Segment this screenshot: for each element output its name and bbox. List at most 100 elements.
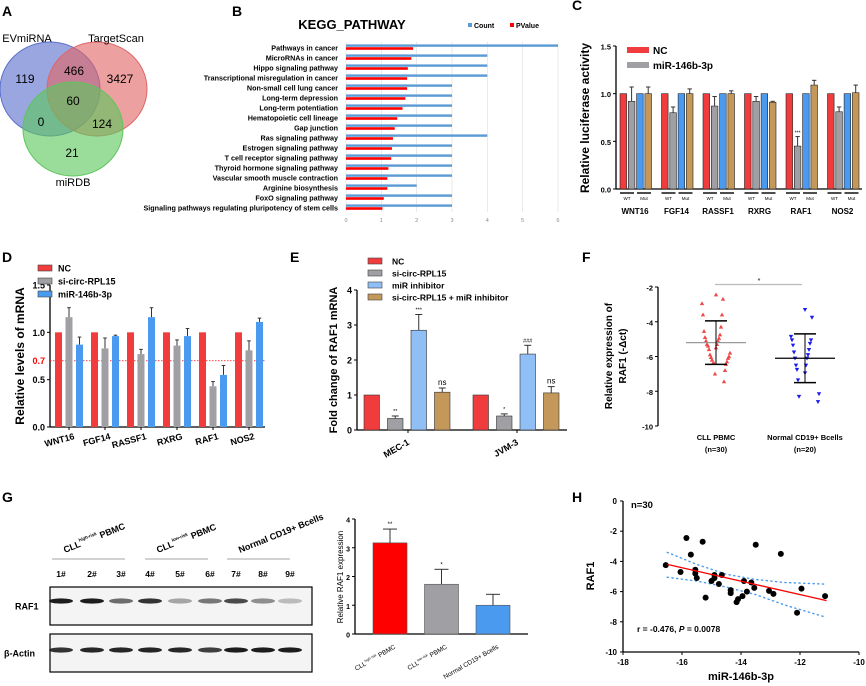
data-point (719, 312, 725, 317)
category-label: FoxO signaling pathway (255, 194, 338, 203)
category-label: Hippo signaling pathway (253, 64, 338, 73)
protein-band (80, 647, 104, 653)
data-point (715, 581, 722, 588)
y-tick-label: 0.5 (32, 375, 45, 385)
lane-label: 6# (205, 569, 215, 579)
pvalue-bar (346, 177, 388, 180)
western-blot: CLLhigh-risk PBMC CLLlow-risk PBMC Normal … (4, 512, 325, 673)
data-point (724, 359, 730, 364)
count-bar (346, 164, 452, 167)
data-point (794, 367, 800, 372)
bar (744, 93, 752, 190)
raf1-expression-dot-plot: -10 -8 -6 -4 -2 Relative expression of RAF1 (-… (604, 278, 843, 454)
y-tick-label: -6 (610, 588, 618, 597)
y-tick-label: 0 (613, 497, 618, 506)
significance-label: *** (416, 308, 423, 314)
bar (387, 418, 404, 431)
y-tick-label: -10 (605, 648, 617, 657)
category-label: Thyroid hormone signaling pathway (215, 164, 338, 173)
stat-p-value: = 0.0078 (685, 624, 721, 634)
legend-swatch (627, 62, 649, 68)
venn-region-count: 21 (65, 146, 79, 160)
subgroup-label: WT (831, 196, 838, 201)
legend-swatch (37, 290, 53, 298)
mrna-bar-chart: 0.0 0.5 1.0 1.5 Relative levels of mRNA 0.7 WN… (13, 264, 265, 450)
count-bar (346, 114, 452, 117)
category-label: T cell receptor signaling pathway (225, 154, 338, 163)
label-superscript: low-risk (416, 653, 428, 663)
bar (245, 350, 253, 427)
count-bar (346, 94, 452, 97)
category-label: Long-term potentiation (259, 104, 338, 113)
data-point (805, 353, 811, 358)
pvalue-bar (346, 87, 408, 90)
bar (137, 354, 145, 427)
y-axis-label: Fold change of RAF1 mRNA (328, 287, 340, 434)
bar (727, 93, 735, 190)
y-tick-label: -2 (646, 284, 653, 293)
y-tick-label: -8 (610, 618, 618, 627)
x-axis-label: miR-146b-3p (708, 671, 774, 683)
subgroup-label: WT (624, 196, 631, 201)
category-label: Gap junction (294, 124, 338, 133)
bar (65, 317, 73, 427)
category-label: Estrogen signaling pathway (243, 144, 338, 153)
pvalue-bar (346, 57, 412, 60)
lane-label: 9# (285, 569, 295, 579)
x-tick-label: 1 (380, 218, 383, 224)
panel-label: E (290, 249, 299, 265)
y-axis-label: RAF1 (-Δct) (618, 329, 629, 384)
bar (793, 145, 802, 190)
data-point (677, 568, 684, 575)
bar (519, 353, 536, 431)
y-tick-label: 3 (347, 321, 352, 331)
x-tick-label: FGF14 (664, 207, 689, 216)
venn-region-count: 124 (92, 117, 112, 131)
data-point (722, 368, 728, 372)
y-tick-label: -2 (610, 527, 618, 536)
bar (619, 93, 627, 190)
x-tick-label: MEC-1 (382, 437, 411, 460)
bar (785, 93, 793, 190)
subgroup-label: Mut (806, 196, 814, 201)
panel-label: G (2, 489, 13, 505)
y-tick-label: 2 (346, 575, 350, 582)
venn-set-label: EVmiRNA (2, 33, 52, 45)
panel-label: D (2, 249, 12, 265)
blot-group-label: Normal CD19+ Bcells (237, 512, 325, 555)
significance-label: ** (388, 522, 393, 528)
data-point (725, 355, 731, 360)
protein-band (138, 647, 162, 653)
data-point (692, 570, 699, 577)
bar (112, 336, 119, 427)
x-tick-label: CLL PBMC (697, 433, 736, 442)
protein-band (251, 647, 275, 653)
legend-label: NC (58, 264, 71, 274)
legend-swatch-pvalue (510, 23, 514, 27)
data-point (806, 347, 812, 352)
venn-region-count: 3427 (107, 72, 134, 86)
x-tick-label: NOS2 (832, 207, 854, 216)
legend-label: NC (392, 257, 404, 267)
significance-label: * (440, 562, 443, 568)
confidence-band-lower (666, 576, 825, 618)
panel-label: A (2, 3, 12, 19)
pvalue-bar (346, 157, 392, 160)
pvalue-bar (346, 137, 393, 140)
category-label: Hematopoietic cell lineage (248, 114, 338, 123)
y-tick-label: 3 (346, 546, 350, 553)
data-point (807, 341, 813, 346)
bar (843, 93, 851, 190)
x-tick-label: WNT16 (621, 207, 649, 216)
data-point (809, 315, 815, 320)
protein-band (138, 598, 162, 604)
category-label: Vascular smooth muscle contraction (213, 174, 338, 183)
data-point (701, 329, 707, 333)
y-tick-label: -6 (646, 353, 653, 362)
label-tail: PBMC (376, 644, 398, 661)
protein-band (168, 647, 192, 653)
count-bar (346, 194, 452, 197)
significance-label: ns (547, 377, 555, 386)
lane-label: 4# (145, 569, 155, 579)
